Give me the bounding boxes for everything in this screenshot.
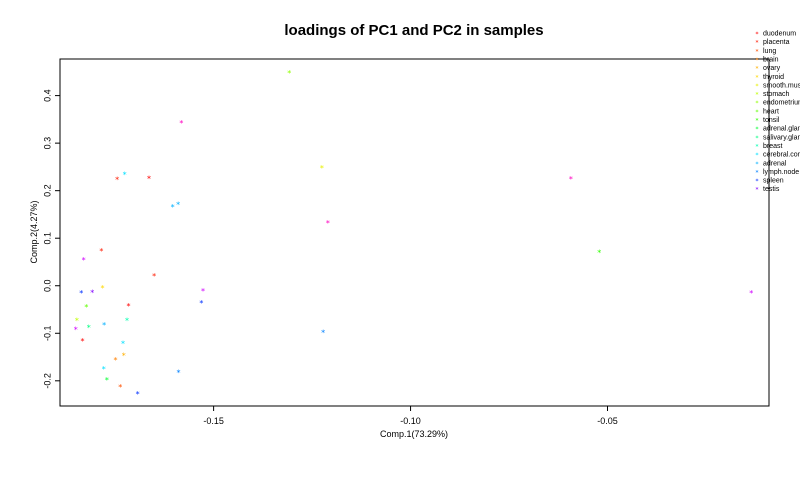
data-point: * bbox=[90, 288, 94, 297]
data-point: * bbox=[123, 171, 127, 180]
y-tick-label: 0.3 bbox=[42, 137, 52, 150]
data-point: * bbox=[105, 376, 109, 385]
data-point: * bbox=[125, 316, 129, 325]
data-points: ******** ************************ ***** bbox=[74, 69, 754, 399]
y-axis-label: Comp.2(4.27%) bbox=[29, 200, 39, 263]
legend-marker: * bbox=[756, 169, 759, 176]
legend-marker: * bbox=[756, 187, 759, 194]
legend-marker: * bbox=[756, 57, 759, 64]
legend-marker: * bbox=[756, 135, 759, 142]
data-point: * bbox=[201, 287, 205, 296]
data-point: * bbox=[199, 299, 203, 308]
data-point: * bbox=[177, 369, 181, 378]
x-axis-label: Comp.1(73.29%) bbox=[380, 429, 448, 439]
y-tick-label: 0.0 bbox=[42, 279, 52, 292]
legend-marker: * bbox=[756, 152, 759, 159]
y-tick-label: -0.1 bbox=[42, 326, 52, 342]
data-point: * bbox=[179, 119, 183, 128]
legend-marker: * bbox=[756, 118, 759, 125]
data-point: * bbox=[127, 302, 131, 311]
data-point: * bbox=[326, 219, 330, 228]
data-point: * bbox=[75, 316, 79, 325]
legend-marker: * bbox=[756, 40, 759, 47]
data-point: * bbox=[597, 248, 601, 257]
data-point: * bbox=[87, 324, 91, 333]
legend-label: breast bbox=[763, 143, 783, 150]
data-point: * bbox=[152, 272, 156, 281]
y-axis: -0.2 -0.1 0.0 0.1 0.2 0.3 0.4 bbox=[42, 89, 60, 389]
legend-label: cerebral.cortex bbox=[763, 152, 800, 159]
legend-label: ovary bbox=[763, 65, 781, 72]
chart-title: loadings of PC1 and PC2 in samples bbox=[284, 22, 543, 39]
legend-label: stomach bbox=[763, 91, 790, 98]
data-point: * bbox=[114, 356, 118, 365]
legend-label: brain bbox=[763, 56, 779, 63]
data-point: * bbox=[74, 325, 78, 334]
data-point: * bbox=[171, 203, 175, 212]
data-point: * bbox=[115, 176, 119, 185]
legend-marker: * bbox=[756, 109, 759, 116]
legend-marker: * bbox=[756, 31, 759, 38]
legend-marker: * bbox=[756, 100, 759, 107]
legend-label: adrenal.gland bbox=[763, 126, 800, 133]
legend-label: spleen bbox=[763, 178, 784, 185]
data-point: * bbox=[102, 365, 106, 374]
legend-label: thyroid bbox=[763, 74, 784, 81]
legend: * duodenum * placenta * lung * brain * ovary * thyr… bbox=[756, 31, 800, 194]
x-tick-label: -0.10 bbox=[400, 416, 421, 426]
legend-label: placenta bbox=[763, 39, 790, 46]
data-point: * bbox=[320, 164, 324, 173]
legend-label: endometrium bbox=[763, 100, 800, 107]
data-point: * bbox=[80, 337, 84, 346]
data-point: * bbox=[321, 328, 325, 337]
legend-label: duodenum bbox=[763, 31, 796, 38]
legend-marker: * bbox=[756, 74, 759, 81]
y-tick-label: 0.2 bbox=[42, 184, 52, 197]
legend-label: testis bbox=[763, 186, 780, 193]
legend-marker: * bbox=[756, 178, 759, 185]
x-tick-label: -0.05 bbox=[597, 416, 618, 426]
legend-marker: * bbox=[756, 126, 759, 133]
data-point: * bbox=[82, 256, 86, 265]
data-point: * bbox=[147, 174, 151, 183]
data-point: * bbox=[287, 69, 291, 78]
data-point: * bbox=[176, 200, 180, 209]
legend-marker: * bbox=[756, 83, 759, 90]
data-point: * bbox=[122, 352, 126, 361]
data-point: * bbox=[101, 284, 105, 293]
data-point: * bbox=[569, 175, 573, 184]
legend-label: smooth.muscle bbox=[763, 82, 800, 89]
data-point: * bbox=[102, 321, 106, 330]
legend-marker: * bbox=[756, 48, 759, 55]
legend-label: tonsil bbox=[763, 117, 780, 124]
legend-label: adrenal bbox=[763, 160, 787, 167]
x-axis: -0.15 -0.10 -0.05 bbox=[203, 406, 618, 426]
y-tick-label: 0.4 bbox=[42, 89, 52, 102]
legend-marker: * bbox=[756, 161, 759, 168]
legend-label: lymph.node bbox=[763, 169, 799, 176]
legend-label: lung bbox=[763, 48, 776, 55]
legend-marker: * bbox=[756, 92, 759, 99]
data-point: * bbox=[749, 289, 753, 298]
data-point: * bbox=[121, 339, 125, 348]
legend-marker: * bbox=[756, 66, 759, 73]
legend-label: heart bbox=[763, 108, 779, 115]
plot-frame bbox=[59, 58, 770, 407]
data-point: * bbox=[99, 247, 103, 256]
y-tick-label: 0.1 bbox=[42, 232, 52, 245]
data-point: * bbox=[84, 303, 88, 312]
data-point: * bbox=[79, 289, 83, 298]
x-tick-label: -0.15 bbox=[203, 416, 224, 426]
y-tick-label: -0.2 bbox=[42, 373, 52, 389]
data-point: * bbox=[136, 390, 140, 399]
legend-label: salivary.gland bbox=[763, 134, 800, 141]
legend-marker: * bbox=[756, 143, 759, 150]
data-point: * bbox=[118, 383, 122, 392]
